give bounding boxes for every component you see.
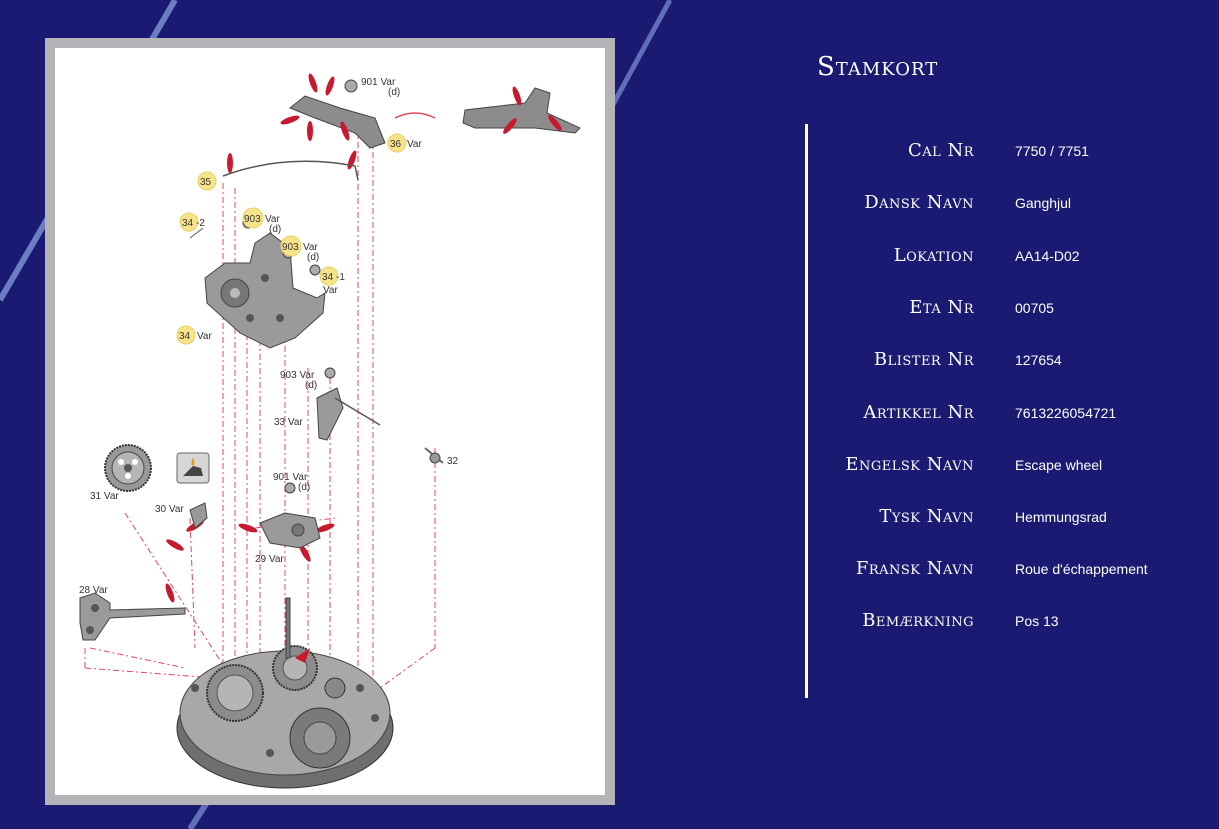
field-row-cal-nr: Cal Nr 7750 / 7751: [810, 140, 1210, 170]
field-row-fransk-navn: Fransk Navn Roue d'échappement: [810, 558, 1210, 588]
field-value: 127654: [1015, 352, 1062, 368]
callout-31: 31 Var: [90, 491, 119, 502]
callout-highlights: [176, 133, 407, 345]
callout-28: 28 Var: [79, 585, 108, 596]
callout-901-b: 901 Var: [273, 472, 308, 483]
field-value: Escape wheel: [1015, 457, 1103, 473]
lubrication-markers: [165, 73, 562, 664]
callout-34-1: 34: [322, 272, 334, 283]
callout-33: 33 Var: [274, 417, 303, 428]
callout-903-a: 903: [244, 214, 261, 225]
field-value: 7613226054721: [1015, 405, 1117, 421]
callout-903-b-var: Var: [303, 242, 318, 253]
field-value: 7750 / 7751: [1015, 143, 1089, 159]
field-row-tysk-navn: Tysk Navn Hemmungsrad: [810, 506, 1210, 536]
callout-34-1-var: Var: [323, 285, 338, 296]
field-row-dansk-navn: Dansk Navn Ganghjul: [810, 192, 1210, 222]
movement-base: [176, 597, 394, 789]
field-label: Lokation: [893, 245, 974, 266]
callout-34-2-suffix: -2: [196, 218, 205, 229]
callout-34: 34: [179, 331, 191, 342]
field-label: Bemærkning: [862, 610, 974, 631]
field-label: Dansk Navn: [864, 192, 974, 213]
field-row-lokation: Lokation AA14-D02: [810, 245, 1210, 275]
callout-903-a-d: (d): [269, 224, 281, 235]
field-value: Hemmungsrad: [1015, 509, 1107, 525]
gear-wheel-part: [104, 444, 152, 492]
field-value: 00705: [1015, 300, 1054, 316]
callout-903-c: 903 Var: [280, 370, 315, 381]
field-value: Pos 13: [1015, 613, 1059, 629]
field-row-artikkel-nr: Artikkel Nr 7613226054721: [810, 402, 1210, 432]
lever-part: [316, 367, 381, 441]
callout-34-1-suffix: -1: [336, 272, 345, 283]
callout-36-var: Var: [407, 139, 422, 150]
callout-34-var: Var: [197, 331, 212, 342]
field-value: Roue d'échappement: [1015, 561, 1148, 577]
diagram-frame: 901 Var (d) 36 Var 35 34 -2 903 Var (d) …: [45, 38, 615, 805]
field-label: Fransk Navn: [855, 558, 974, 579]
bridge-part: [189, 217, 326, 349]
callout-36: 36: [390, 139, 402, 150]
callout-34-2: 34: [182, 218, 194, 229]
oil-symbol-icon: [176, 452, 210, 484]
callout-903-b: 903: [282, 242, 299, 253]
field-value: AA14-D02: [1015, 248, 1080, 264]
callout-901-top-d: (d): [388, 87, 400, 98]
callout-903-b-d: (d): [307, 252, 319, 263]
callout-35: 35: [200, 177, 212, 188]
field-label: Artikkel Nr: [863, 402, 974, 423]
exploded-view-diagram: 901 Var (d) 36 Var 35 34 -2 903 Var (d) …: [55, 48, 605, 795]
field-label: Tysk Navn: [879, 506, 974, 527]
field-row-engelsk-navn: Engelsk Navn Escape wheel: [810, 454, 1210, 484]
callout-32: 32: [447, 456, 459, 467]
field-value: Ganghjul: [1015, 195, 1072, 211]
callout-901-top: 901 Var: [361, 77, 396, 88]
callout-903-c-d: (d): [305, 380, 317, 391]
callout-903-a-var: Var: [265, 214, 280, 225]
field-row-blister-nr: Blister Nr 127654: [810, 349, 1210, 379]
plate-part: [79, 592, 186, 641]
escape-bridge-part: [259, 482, 321, 549]
field-label: Blister Nr: [873, 349, 974, 370]
field-label: Cal Nr: [907, 140, 974, 161]
field-label: Eta Nr: [909, 297, 974, 318]
field-label: Engelsk Navn: [845, 454, 974, 475]
page-title: Stamkort: [817, 52, 939, 82]
spring-part: [222, 160, 359, 181]
pallet-part: [189, 502, 208, 529]
field-row-bemaerkning: Bemærkning Pos 13: [810, 610, 1210, 640]
field-row-eta-nr: Eta Nr 00705: [810, 297, 1210, 327]
divider-line: [805, 124, 808, 698]
callout-29: 29 Var: [255, 554, 284, 565]
callout-901-b-d: (d): [298, 482, 310, 493]
callout-30: 30 Var: [155, 504, 184, 515]
upper-bridge-part: [289, 79, 581, 149]
small-pin-part: [424, 447, 444, 464]
